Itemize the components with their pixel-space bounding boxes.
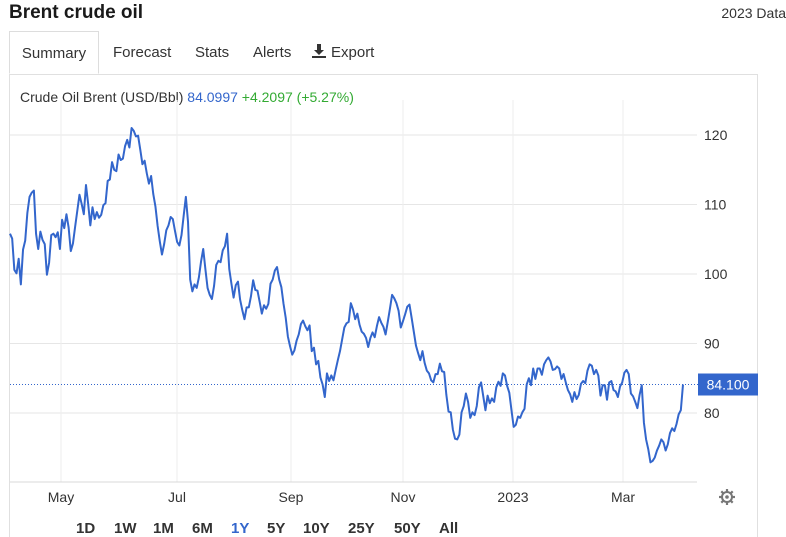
current-price: 84.0997 [187, 89, 238, 105]
tab-forecast[interactable]: Forecast [113, 44, 172, 61]
range-5y[interactable]: 5Y [267, 520, 286, 537]
x-tick-label: Jul [168, 489, 186, 505]
range-1y[interactable]: 1Y [231, 520, 250, 537]
range-50y[interactable]: 50Y [394, 520, 421, 537]
tab-bar: Summary Forecast Stats Alerts Export [9, 31, 758, 75]
range-1d[interactable]: 1D [76, 520, 96, 537]
tab-stats[interactable]: Stats [195, 44, 230, 61]
y-tick-label: 120 [704, 127, 728, 143]
range-all[interactable]: All [439, 520, 459, 537]
y-tick-label: 90 [704, 336, 720, 352]
range-25y[interactable]: 25Y [348, 520, 375, 537]
settings-gear-icon[interactable] [719, 489, 735, 505]
x-tick-label: May [48, 489, 74, 505]
series-line [9, 127, 684, 464]
y-tick-label: 110 [704, 197, 727, 213]
current-price-label-bg [698, 373, 758, 396]
tab-alerts[interactable]: Alerts [253, 44, 292, 61]
x-tick-label: Nov [391, 489, 416, 505]
tab-export[interactable]: Export [312, 31, 374, 74]
data-year-label: 2023 Data [721, 5, 786, 21]
chart-panel [9, 74, 758, 537]
price-change: +4.2097 (+5.27%) [241, 89, 354, 105]
y-tick-label: 100 [704, 266, 728, 282]
range-1w[interactable]: 1W [114, 520, 137, 537]
page-title: Brent crude oil [9, 2, 144, 23]
x-tick-label: Mar [611, 489, 635, 505]
current-price-label: 84.100 [707, 377, 750, 393]
y-tick-label: 80 [704, 405, 720, 421]
x-tick-label: 2023 [497, 489, 528, 505]
tab-summary[interactable]: Summary [9, 31, 99, 74]
range-6m[interactable]: 6M [192, 520, 213, 537]
download-icon [312, 44, 326, 58]
range-10y[interactable]: 10Y [303, 520, 330, 537]
export-label: Export [331, 44, 375, 61]
range-1m[interactable]: 1M [153, 520, 174, 537]
x-tick-label: Sep [279, 489, 304, 505]
